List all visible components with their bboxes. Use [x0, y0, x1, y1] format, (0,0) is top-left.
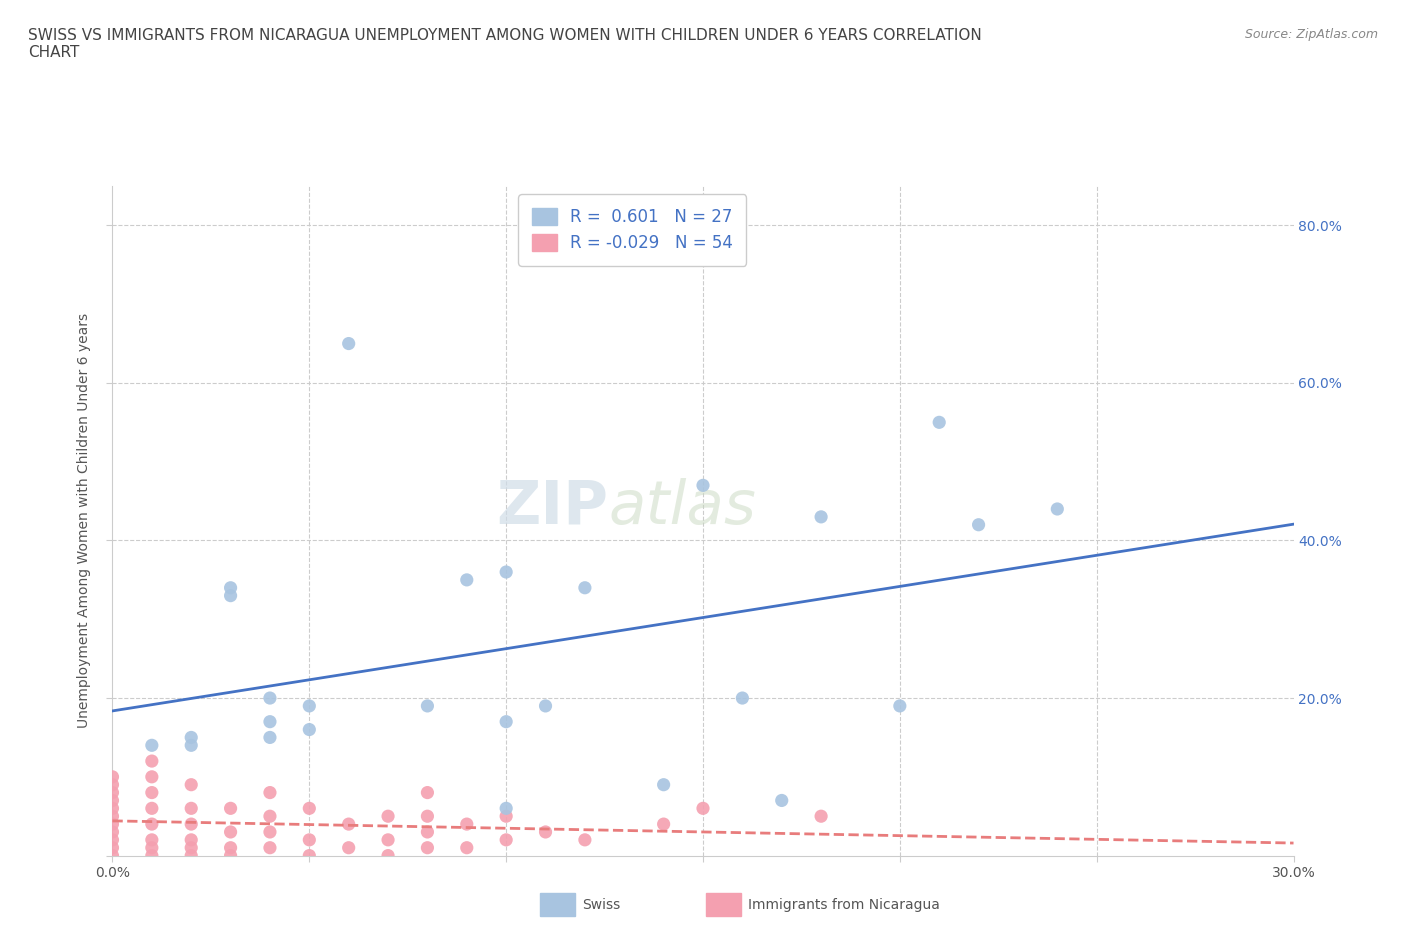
Point: [141, 832, 163, 847]
Point: [337, 817, 360, 831]
Point: [259, 785, 281, 800]
Point: [298, 698, 321, 713]
Point: [180, 817, 202, 831]
Point: [416, 809, 439, 824]
Point: [456, 841, 478, 856]
Point: [180, 801, 202, 816]
Point: [1046, 501, 1069, 516]
Point: [180, 832, 202, 847]
Point: [101, 848, 124, 863]
Point: [298, 722, 321, 737]
Point: [456, 817, 478, 831]
Point: [101, 809, 124, 824]
Point: [495, 565, 517, 579]
Point: [259, 825, 281, 840]
Point: [180, 730, 202, 745]
Point: [219, 580, 242, 595]
Point: [534, 825, 557, 840]
Point: [298, 801, 321, 816]
Point: [416, 841, 439, 856]
Point: [101, 801, 124, 816]
Point: [298, 832, 321, 847]
Point: [889, 698, 911, 713]
Point: [180, 841, 202, 856]
Point: [416, 825, 439, 840]
Point: [101, 777, 124, 792]
Point: [259, 714, 281, 729]
Point: [101, 841, 124, 856]
Point: [377, 832, 399, 847]
Point: [180, 848, 202, 863]
Point: [337, 841, 360, 856]
Point: [652, 777, 675, 792]
Point: [377, 809, 399, 824]
Point: [337, 336, 360, 351]
Point: [967, 517, 990, 532]
Point: [810, 510, 832, 525]
Point: [101, 825, 124, 840]
Point: [141, 753, 163, 768]
Point: [141, 737, 163, 752]
Point: [495, 809, 517, 824]
Point: [456, 573, 478, 588]
Point: [259, 841, 281, 856]
Point: [259, 691, 281, 706]
Point: [180, 777, 202, 792]
Point: [495, 832, 517, 847]
Y-axis label: Unemployment Among Women with Children Under 6 years: Unemployment Among Women with Children U…: [77, 313, 91, 728]
Point: [101, 832, 124, 847]
Point: [219, 841, 242, 856]
Point: [101, 769, 124, 784]
Point: [219, 848, 242, 863]
Point: [141, 785, 163, 800]
Point: [928, 415, 950, 430]
Point: [141, 817, 163, 831]
Point: [574, 832, 596, 847]
Point: [652, 817, 675, 831]
Point: [141, 769, 163, 784]
Point: [692, 801, 714, 816]
Point: [219, 825, 242, 840]
Point: [141, 848, 163, 863]
Point: [101, 785, 124, 800]
Point: [495, 714, 517, 729]
Point: [259, 809, 281, 824]
Point: [770, 793, 793, 808]
Legend: R =  0.601   N = 27, R = -0.029   N = 54: R = 0.601 N = 27, R = -0.029 N = 54: [519, 194, 747, 266]
Point: [141, 841, 163, 856]
Point: [298, 848, 321, 863]
Point: [810, 809, 832, 824]
Point: [534, 698, 557, 713]
Point: [692, 478, 714, 493]
Point: [180, 737, 202, 752]
Point: [219, 801, 242, 816]
Text: ZIP: ZIP: [496, 478, 609, 537]
Point: [416, 698, 439, 713]
Point: [141, 801, 163, 816]
Point: [259, 730, 281, 745]
Point: [574, 580, 596, 595]
Point: [495, 801, 517, 816]
Text: atlas: atlas: [609, 478, 756, 537]
Text: Swiss: Swiss: [582, 897, 620, 912]
Text: Immigrants from Nicaragua: Immigrants from Nicaragua: [748, 897, 939, 912]
Point: [101, 793, 124, 808]
Text: Source: ZipAtlas.com: Source: ZipAtlas.com: [1244, 28, 1378, 41]
Point: [377, 848, 399, 863]
Point: [416, 785, 439, 800]
Point: [731, 691, 754, 706]
Text: SWISS VS IMMIGRANTS FROM NICARAGUA UNEMPLOYMENT AMONG WOMEN WITH CHILDREN UNDER : SWISS VS IMMIGRANTS FROM NICARAGUA UNEMP…: [28, 28, 981, 60]
Point: [101, 817, 124, 831]
Point: [219, 588, 242, 603]
